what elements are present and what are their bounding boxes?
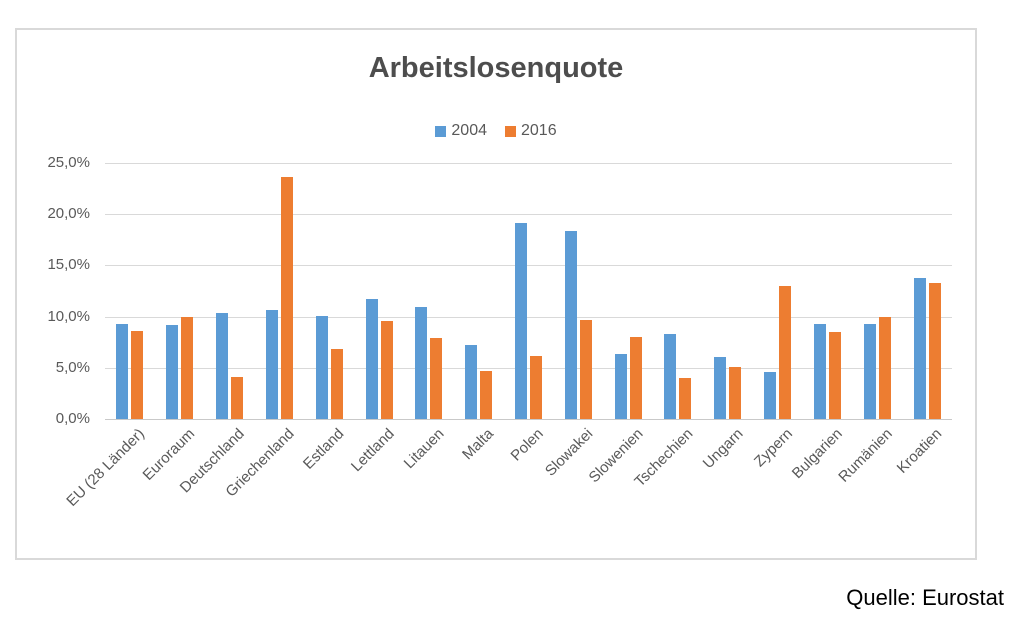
chart-title: Arbeitslosenquote [368, 52, 624, 84]
bar-2016-zypern [779, 285, 792, 419]
bar-2016-kroatien [928, 282, 941, 419]
bar-2016-slowenien [629, 337, 642, 419]
legend-swatch-2016 [505, 125, 516, 137]
y-axis-tick-label: 15,0% [47, 256, 90, 274]
bar-2016-estland [330, 349, 343, 419]
y-axis-tick-label: 0,0% [55, 410, 90, 427]
gridline [105, 163, 952, 164]
gridline [105, 367, 952, 369]
y-axis-tick-label: 20,0% [47, 205, 90, 223]
bar-2004-polen [515, 223, 527, 419]
bar-2016-slowakei [579, 319, 592, 419]
bar-2004-bulgarien [813, 323, 826, 419]
chart-legend: 2004 2016 [15, 122, 977, 140]
bar-2016-malta [480, 370, 493, 419]
bar-2016-griechenland [280, 177, 293, 419]
bar-2004-eu-28-lander [116, 323, 129, 419]
gridline [105, 265, 952, 267]
gridline [105, 316, 952, 318]
bar-2004-tschechien [664, 334, 677, 419]
x-axis-baseline [105, 419, 952, 420]
bar-2004-rumanien [863, 323, 876, 419]
bar-2004-malta [465, 345, 478, 419]
legend-label-2016: 2016 [521, 122, 557, 139]
bar-2004-estland [315, 315, 328, 419]
bar-2004-zypern [764, 371, 777, 419]
bar-2004-litauen [415, 307, 428, 419]
bar-2004-lettland [365, 299, 378, 419]
bar-2016-euroraum [181, 316, 194, 419]
bar-2016-tschechien [679, 378, 692, 419]
bar-2004-slowakei [564, 230, 577, 419]
bar-2004-ungarn [714, 356, 727, 419]
bar-2016-polen [530, 355, 542, 419]
bar-2004-euroraum [166, 324, 179, 419]
legend-swatch-2004 [435, 125, 447, 137]
legend-item-2016: 2016 [505, 122, 557, 140]
bar-2004-deutschland [216, 312, 229, 419]
bar-2016-lettland [380, 320, 393, 419]
y-axis-tick-label: 25,0% [47, 154, 90, 171]
bar-2016-bulgarien [828, 331, 841, 419]
y-axis-tick-label: 10,0% [47, 307, 90, 325]
bar-2004-griechenland [265, 310, 278, 419]
bar-2004-kroatien [913, 277, 926, 419]
bar-2016-eu-28-lander [131, 330, 144, 419]
source-note: Quelle: Eurostat [846, 585, 1004, 610]
chart-frame [15, 28, 977, 560]
bar-2004-slowenien [614, 354, 627, 419]
y-axis-tick-label: 5,0% [55, 358, 90, 376]
bar-2016-ungarn [729, 366, 742, 419]
gridline [105, 214, 952, 216]
legend-label-2004: 2004 [451, 122, 487, 139]
legend-item-2004: 2004 [435, 122, 487, 140]
bar-2016-rumanien [878, 316, 891, 419]
bar-2016-litauen [430, 338, 443, 419]
bar-2016-deutschland [231, 377, 244, 419]
